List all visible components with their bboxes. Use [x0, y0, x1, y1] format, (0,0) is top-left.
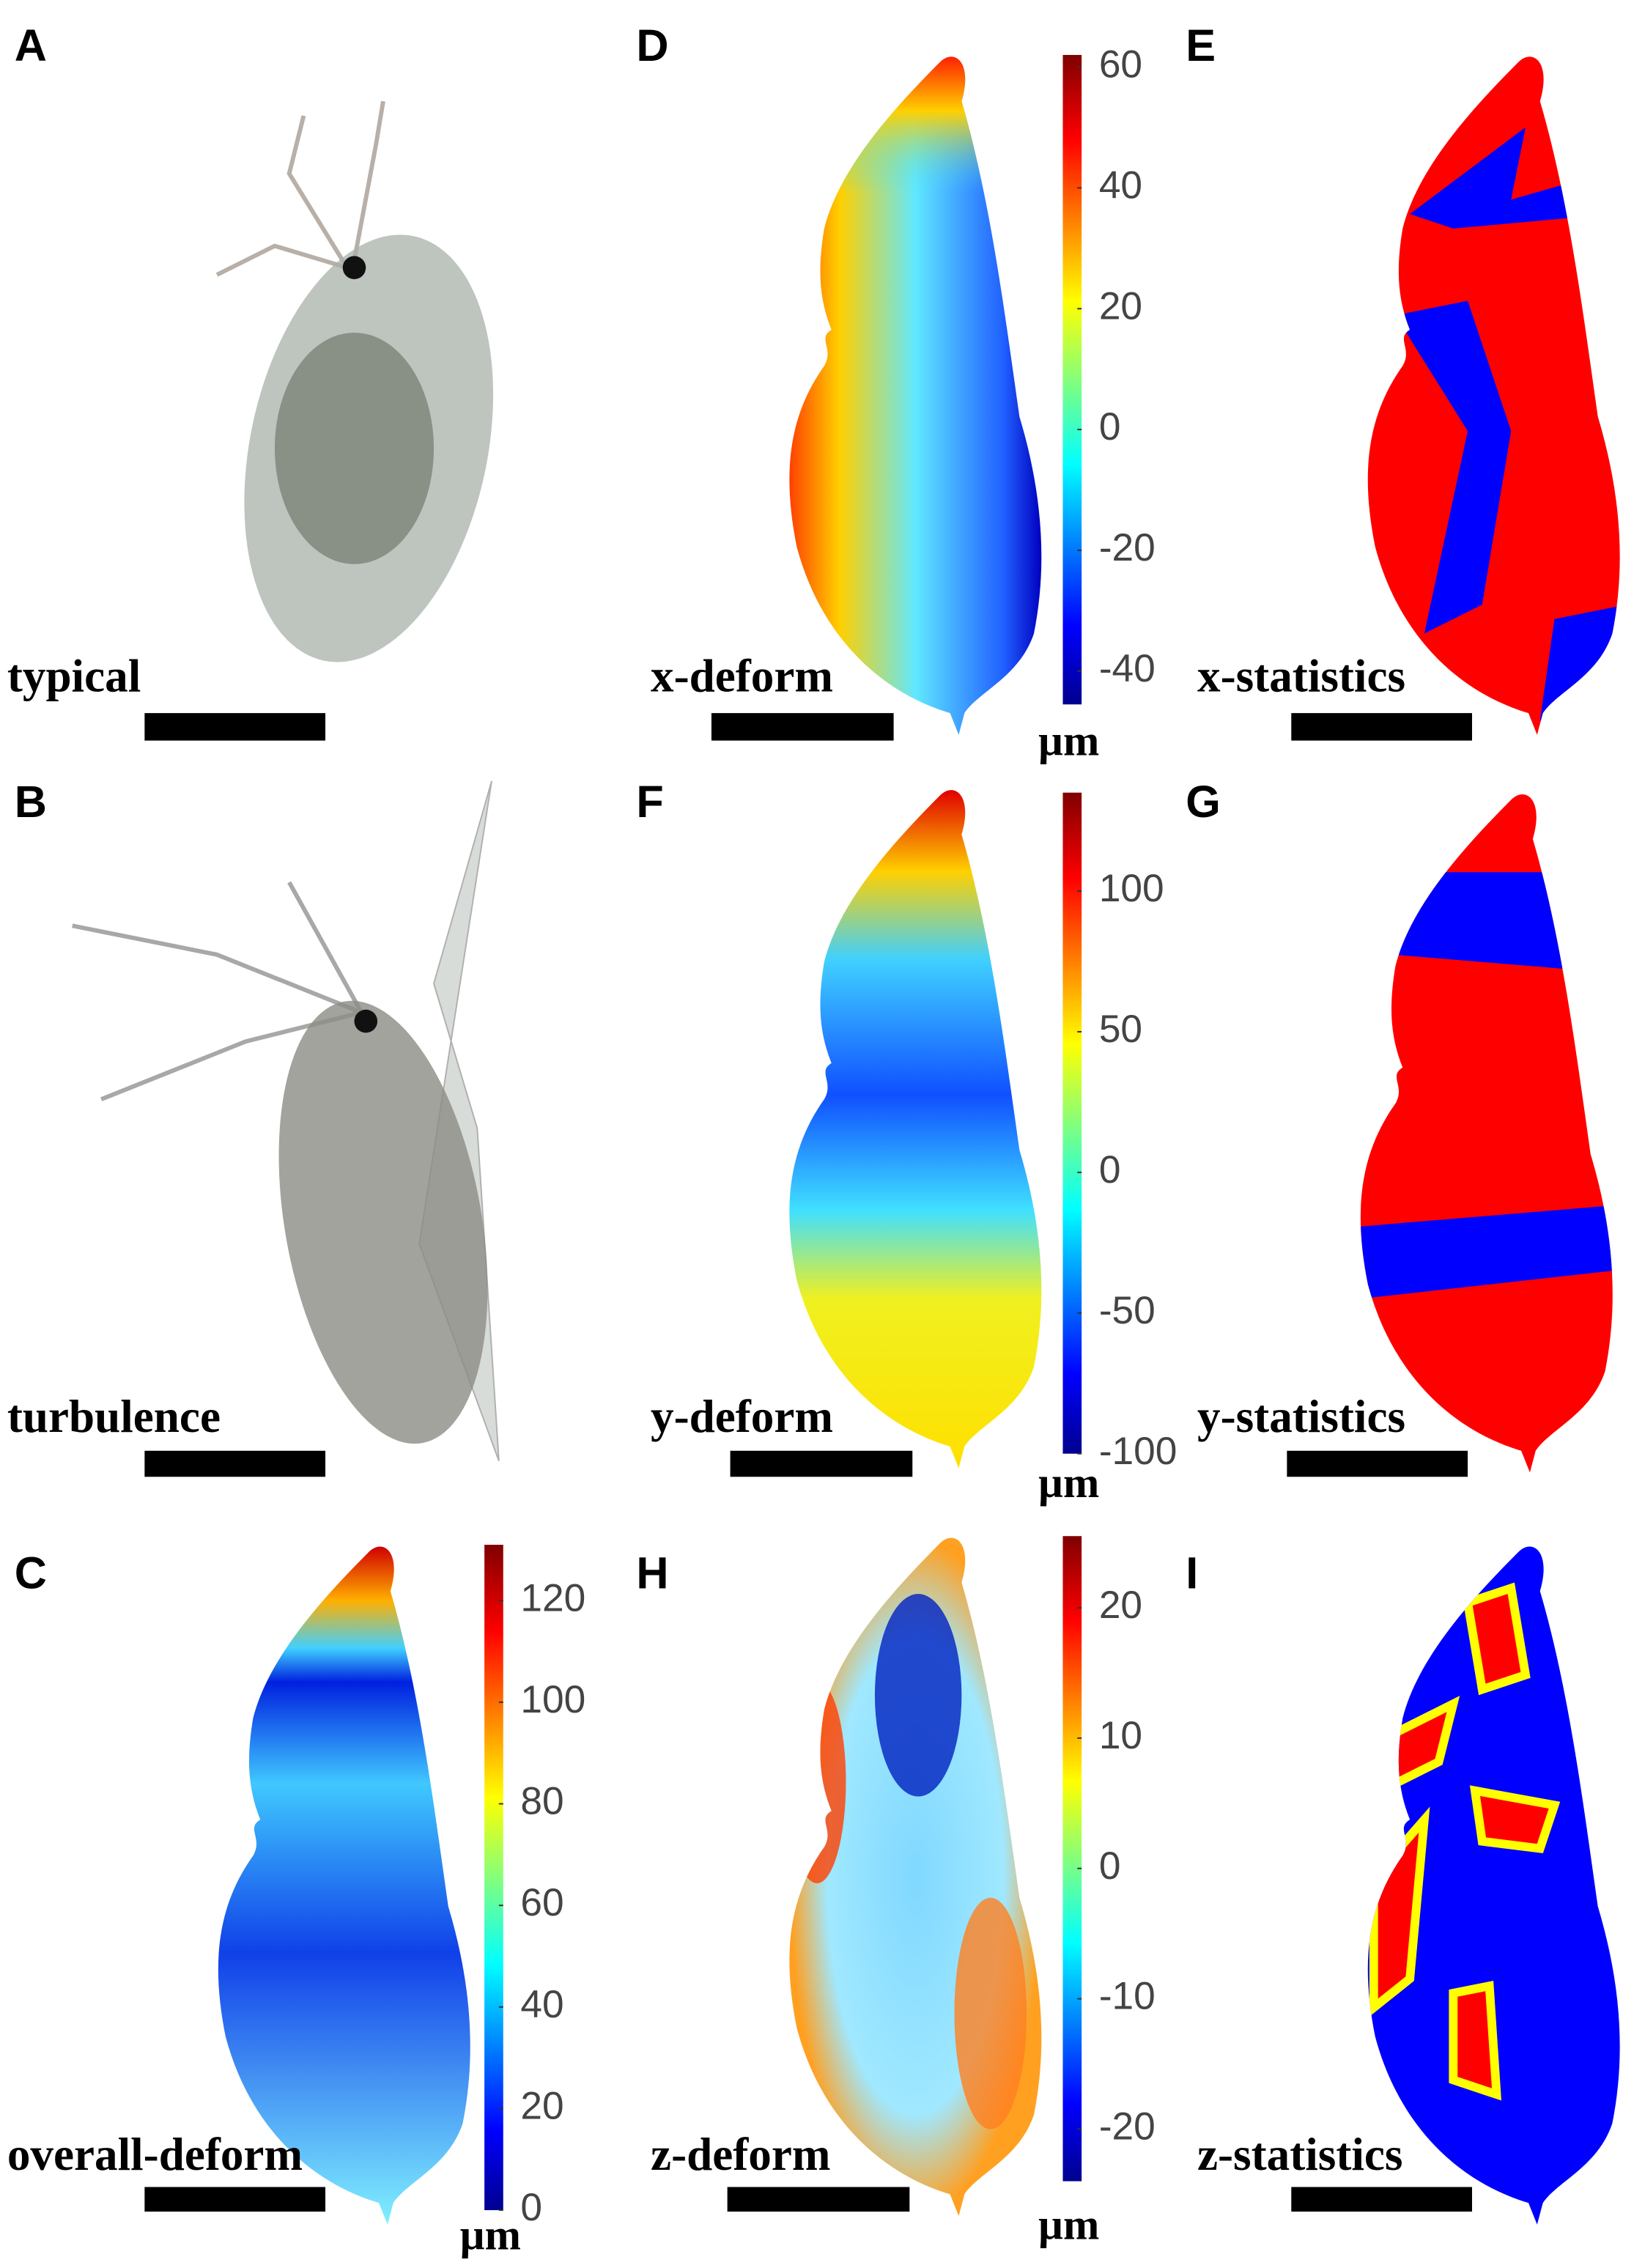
scale-bars — [144, 713, 1472, 2212]
colorbar — [1062, 1536, 1082, 2182]
map-y-deform — [789, 790, 1042, 1469]
colorbar-tick-label: 80 — [520, 1780, 563, 1823]
map-x-deform — [789, 56, 1042, 735]
photo-typical — [215, 100, 494, 662]
colorbar-unit: µm — [1038, 2201, 1099, 2249]
colorbar-tick-label: 0 — [1099, 1148, 1121, 1192]
colorbar-tick-label: 0 — [1099, 1844, 1121, 1888]
colorbar-tick-label: -20 — [1099, 2105, 1156, 2149]
panel-letter: B — [15, 777, 47, 827]
panel-label: z-deform — [651, 2129, 830, 2180]
map-overall-deform — [218, 1546, 470, 2225]
panel-letter: C — [15, 1548, 47, 1597]
panel-letter: E — [1186, 21, 1216, 70]
colorbar-tick-label: 50 — [1099, 1008, 1142, 1051]
colorbar-tick-label: 10 — [1099, 1714, 1142, 1757]
colorbar-unit: µm — [1038, 1458, 1099, 1507]
panel-letter: D — [636, 21, 668, 70]
colorbar-tick-label: 60 — [520, 1881, 563, 1924]
photo-turbulence — [72, 780, 500, 1461]
panel-letter: I — [1186, 1548, 1198, 1597]
colorbar-tick-label: 20 — [1099, 284, 1142, 328]
colorbar — [1062, 55, 1082, 705]
colorbar-unit: µm — [460, 2210, 521, 2258]
colorbar-tick-label: 40 — [520, 1983, 563, 2026]
panel-label: typical — [7, 650, 141, 701]
colorbar — [484, 1545, 503, 2211]
colorbar-unit: µm — [1038, 716, 1099, 764]
panel-letter: G — [1186, 777, 1221, 827]
colorbar-tick-label: 20 — [520, 2084, 563, 2127]
panel-letter: H — [636, 1548, 668, 1597]
panel-label: y-deform — [651, 1391, 833, 1442]
colorbar-tick-label: -50 — [1099, 1289, 1156, 1332]
colorbar-tick-label: 0 — [1099, 405, 1121, 448]
map-z-statistics — [1367, 1546, 1620, 2225]
colorbar-tick-label: 20 — [1099, 1584, 1142, 1627]
colorbar-tick-label: 60 — [1099, 43, 1142, 86]
panel-label: overall-deform — [7, 2129, 303, 2180]
colorbar-tick-label: -20 — [1099, 526, 1156, 569]
panel-label: x-statistics — [1197, 650, 1405, 701]
colorbar-tick-label: -40 — [1099, 647, 1156, 690]
map-z-deform — [789, 1537, 1042, 2216]
panel-label: z-statistics — [1197, 2129, 1403, 2180]
colorbar-tick-label: 100 — [1099, 867, 1164, 910]
colorbar-tick-label: -10 — [1099, 1975, 1156, 2018]
colorbar-tick-label: -100 — [1099, 1430, 1178, 1473]
panel-letter: F — [636, 777, 663, 827]
colorbar-tick-label: 120 — [520, 1576, 585, 1619]
colorbar-tick-label: 0 — [520, 2186, 542, 2229]
colorbar — [1062, 792, 1082, 1454]
colorbar-tick-label: 100 — [520, 1678, 585, 1721]
panel-letter: A — [15, 21, 47, 70]
panel-label: y-statistics — [1197, 1391, 1405, 1442]
panel-label: x-deform — [651, 650, 833, 701]
colorbar-tick-label: 40 — [1099, 163, 1142, 207]
panel-label: turbulence — [7, 1391, 221, 1442]
